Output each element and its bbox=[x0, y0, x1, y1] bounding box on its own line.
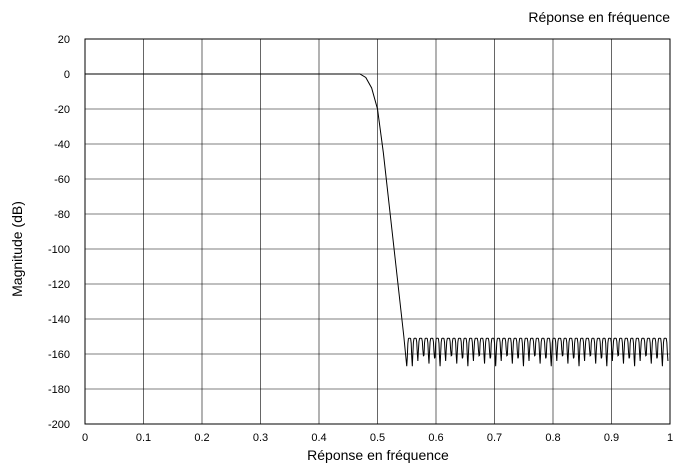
x-tick-label: 1 bbox=[667, 432, 673, 444]
magnitude-response-line bbox=[85, 73, 669, 367]
y-tick-label: -80 bbox=[54, 209, 70, 221]
y-tick-label: 20 bbox=[58, 34, 70, 46]
y-tick-label: -140 bbox=[48, 314, 70, 326]
y-tick-label: -60 bbox=[54, 174, 70, 186]
x-tick-label: 0.5 bbox=[370, 432, 385, 444]
x-tick-label: 0.9 bbox=[604, 432, 619, 444]
y-tick-label: -120 bbox=[48, 279, 70, 291]
x-tick-label: 0 bbox=[82, 432, 88, 444]
y-tick-label: -20 bbox=[54, 104, 70, 116]
chart-title: Réponse en fréquence bbox=[528, 9, 670, 25]
x-tick-label: 0.4 bbox=[311, 432, 326, 444]
x-tick-label: 0.6 bbox=[428, 432, 443, 444]
grid bbox=[84, 38, 671, 425]
y-axis-label: Magnitude (dB) bbox=[9, 201, 25, 297]
x-tick-label: 0.7 bbox=[487, 432, 502, 444]
y-tick-label: -200 bbox=[48, 419, 70, 431]
x-tick-label: 0.1 bbox=[136, 432, 151, 444]
y-tick-label: 0 bbox=[64, 69, 70, 81]
y-tick-label: -180 bbox=[48, 384, 70, 396]
y-tick-label: -40 bbox=[54, 139, 70, 151]
x-tick-label: 0.3 bbox=[253, 432, 268, 444]
y-tick-label: -100 bbox=[48, 244, 70, 256]
tick-labels: 0 0.1 0.2 0.3 0.4 0.5 0.6 0.7 0.8 0.9 1 20 0 -20 -40 -6… bbox=[48, 34, 673, 444]
x-axis-label: Réponse en fréquence bbox=[307, 447, 449, 463]
y-tick-label: -160 bbox=[48, 349, 70, 361]
x-tick-label: 0.8 bbox=[545, 432, 560, 444]
plot-lines bbox=[85, 73, 669, 367]
x-tick-label: 0.2 bbox=[194, 432, 209, 444]
